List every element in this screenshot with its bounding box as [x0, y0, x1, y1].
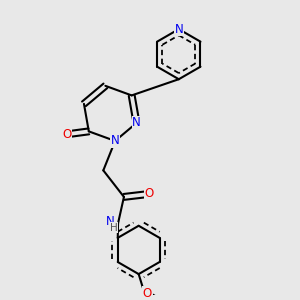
Text: O: O [62, 128, 71, 141]
Text: N: N [132, 116, 141, 130]
Text: N: N [111, 134, 119, 147]
Text: O: O [143, 287, 152, 300]
Text: N: N [174, 22, 183, 36]
Text: N: N [106, 215, 115, 228]
Text: O: O [144, 188, 154, 200]
Text: H: H [110, 223, 118, 233]
